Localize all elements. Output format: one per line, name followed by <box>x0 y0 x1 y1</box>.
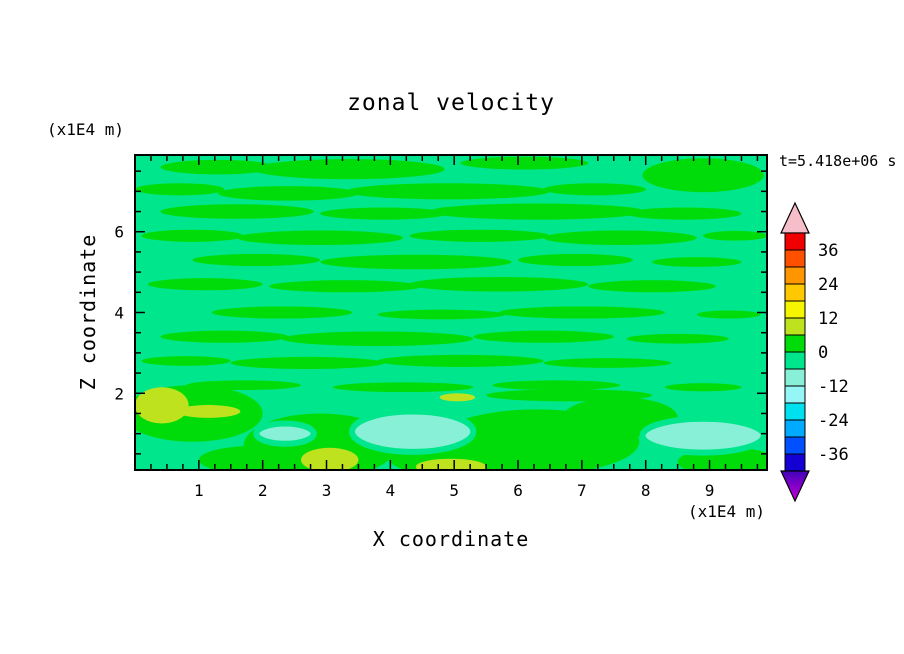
colorbar-label: 24 <box>818 275 838 295</box>
colorbar-segment <box>784 351 806 370</box>
colorbar-segment <box>784 317 806 336</box>
colorbar-label: 0 <box>818 343 828 363</box>
contour-patch-p2 <box>176 404 241 418</box>
colorbar-segment <box>784 232 806 251</box>
plot-border <box>134 154 768 471</box>
contour-patch-n2 <box>349 408 477 455</box>
y-axis-units-label: (x1E4 m) <box>47 120 125 139</box>
tick-labels: 1 2 3 4 5 6 7 8 9 2 4 6 <box>114 223 714 500</box>
contour-patch-p1 <box>428 203 646 220</box>
colorbar-segment <box>784 266 806 285</box>
contour-patch-p1 <box>626 207 742 220</box>
colorbar-segment <box>784 436 806 455</box>
x-axis-title: X coordinate <box>372 527 530 551</box>
y-tick-label: 4 <box>114 304 124 323</box>
colorbar-over-arrow <box>780 201 810 234</box>
contour-patch-p1 <box>230 356 384 370</box>
x-axis-units-label: (x1E4 m) <box>688 502 766 521</box>
contour-patch-p1 <box>320 207 448 220</box>
x-tick-label: 8 <box>641 481 651 500</box>
contour-patch-p1 <box>626 333 729 344</box>
contour-patch-p1 <box>332 382 474 393</box>
x-tick-label: 5 <box>449 481 459 500</box>
contour-patch-p1 <box>409 276 589 292</box>
colorbar-under-arrow <box>780 470 810 503</box>
colorbar-segment <box>784 300 806 319</box>
contour-patch-p1 <box>703 230 767 241</box>
colorbar-segment <box>784 385 806 404</box>
contour-patch-p1 <box>543 230 697 246</box>
contour-patch-n2 <box>639 415 767 456</box>
plot-axes <box>134 154 768 471</box>
colorbar-label: 12 <box>818 309 838 329</box>
colorbar-label: -12 <box>818 377 849 397</box>
contour-patch-p1 <box>588 280 716 293</box>
contour-patch-p2 <box>135 387 189 424</box>
contour-patch-p1 <box>345 183 550 200</box>
contour-patch-p1 <box>652 257 742 267</box>
x-tick-label: 6 <box>513 481 523 500</box>
contour-field <box>135 155 767 470</box>
chart-title: zonal velocity <box>347 90 555 116</box>
contour-patch-p1 <box>498 306 665 319</box>
contour-patch-p1 <box>135 183 225 196</box>
colorbar-segment <box>784 334 806 353</box>
y-tick-label: 6 <box>114 223 124 242</box>
contour-patch-p1 <box>160 159 276 175</box>
colorbar-segment <box>784 453 806 472</box>
contour-patch-p1 <box>518 253 633 267</box>
contour-patch-p1 <box>217 186 359 201</box>
contour-patch-p1 <box>269 280 423 293</box>
colorbar-label: 36 <box>818 241 838 261</box>
contour-patch-p1 <box>211 306 353 319</box>
y-tick-label: 2 <box>114 384 124 403</box>
contour-patch-n2 <box>253 420 317 447</box>
x-tick-label: 9 <box>705 481 715 500</box>
contour-patch-p1 <box>198 445 314 470</box>
contour-patch-p1 <box>192 253 321 267</box>
x-tick-label: 4 <box>386 481 396 500</box>
contour-patch-p1 <box>160 204 314 219</box>
contour-patch-p1 <box>664 383 742 392</box>
contour-patch-p1 <box>147 278 263 291</box>
contour-patch-p1 <box>460 156 589 170</box>
contour-patch-p1 <box>409 229 550 242</box>
contour-patch-p2 <box>300 447 359 470</box>
contour-patch-p1 <box>492 380 621 391</box>
contour-patch-p1 <box>642 158 764 193</box>
colorbar-label: -36 <box>818 445 849 465</box>
x-tick-label: 3 <box>322 481 332 500</box>
contour-patch-p1 <box>160 330 289 343</box>
contour-patch-p1 <box>543 358 672 368</box>
contour-patch-p2 <box>415 458 487 470</box>
colorbar-segment <box>784 249 806 268</box>
contour-patch-p1 <box>320 254 512 270</box>
contour-patch-p1 <box>696 310 761 319</box>
contour-patch-p1 <box>281 331 474 347</box>
colorbar-segment <box>784 283 806 302</box>
contour-patch-p1 <box>377 354 544 368</box>
colorbar-segment <box>784 419 806 438</box>
x-tick-label: 7 <box>577 481 587 500</box>
x-tick-label: 1 <box>194 481 204 500</box>
contour-patch-p1 <box>253 159 445 180</box>
contour-patch-p1 <box>141 356 231 366</box>
contour-patch-p1 <box>237 230 404 246</box>
contour-patch-p1 <box>377 309 506 320</box>
colorbar-segment <box>784 368 806 387</box>
colorbar: 36 24 12 0 -12 -24 -36 <box>780 201 849 503</box>
contour-patch-p1 <box>473 330 614 343</box>
contour-patch-p1 <box>543 183 646 196</box>
colorbar-label: -24 <box>818 411 849 431</box>
time-annotation: t=5.418e+06 s <box>779 152 897 170</box>
x-tick-label: 2 <box>258 481 268 500</box>
contour-patch-p2 <box>439 393 476 402</box>
contour-patch-p1 <box>141 229 244 242</box>
colorbar-segment <box>784 402 806 421</box>
